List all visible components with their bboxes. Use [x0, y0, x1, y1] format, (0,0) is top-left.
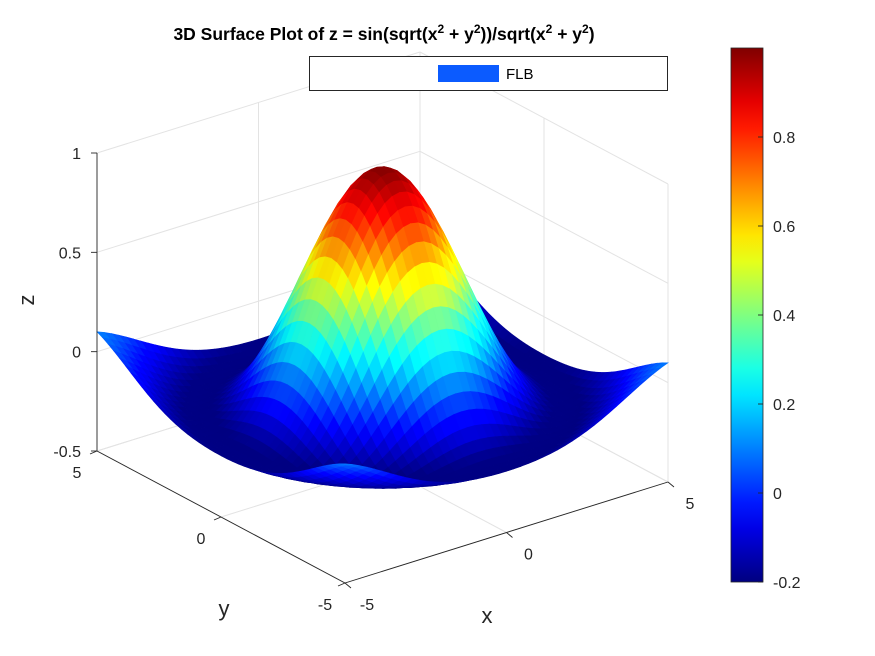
y-tick-label: 0 — [197, 531, 206, 548]
z-tick-label: 0.5 — [59, 245, 81, 262]
chart-title: 3D Surface Plot of z = sin(sqrt(x2 + y2)… — [173, 22, 594, 44]
z-tick-label: -0.5 — [53, 444, 81, 461]
axes-3d: -5 0 5 -5 0 5 -0.5 0 0.5 1 — [53, 51, 695, 614]
colorbar-tick-label: 0 — [773, 486, 782, 503]
x-tick-mark — [344, 582, 352, 589]
colorbar-gradient — [730, 47, 764, 583]
x-axis-label: x — [482, 603, 493, 628]
x-tick-label: -5 — [360, 597, 374, 614]
colorbar: -0.2 0 0.2 0.4 0.6 0.8 — [730, 47, 801, 592]
legend[interactable]: FLB — [309, 56, 668, 91]
x-tick-label: 0 — [524, 547, 533, 564]
y-tick-mark — [337, 582, 346, 587]
legend-swatch-flb — [438, 65, 499, 82]
x-tick-mark — [506, 532, 513, 538]
colorbar-tick-label: 0.6 — [773, 219, 795, 236]
axis-ticks: -5 0 5 -5 0 5 -0.5 0 0.5 1 — [53, 146, 694, 614]
surface-plot — [96, 166, 669, 489]
x-tick-mark — [667, 481, 675, 488]
y-tick-label: 5 — [73, 465, 82, 482]
surface-patch — [339, 463, 353, 466]
colorbar-tick-label: 0.2 — [773, 397, 795, 414]
colorbar-tick-label: 0.4 — [773, 308, 795, 325]
colorbar-ticks: -0.2 0 0.2 0.4 0.6 0.8 — [758, 130, 801, 592]
y-axis-label: y — [219, 596, 230, 621]
z-tick-label: 1 — [72, 146, 81, 163]
z-axis-label: z — [14, 295, 39, 306]
x-tick-label: 5 — [686, 496, 695, 513]
y-tick-label: -5 — [318, 597, 332, 614]
legend-entry-label: FLB — [506, 66, 534, 83]
colorbar-tick-label: -0.2 — [773, 575, 801, 592]
y-tick-mark — [89, 450, 98, 455]
colorbar-tick-label: 0.8 — [773, 130, 795, 147]
z-tick-label: 0 — [72, 345, 81, 362]
y-tick-mark — [213, 516, 222, 521]
